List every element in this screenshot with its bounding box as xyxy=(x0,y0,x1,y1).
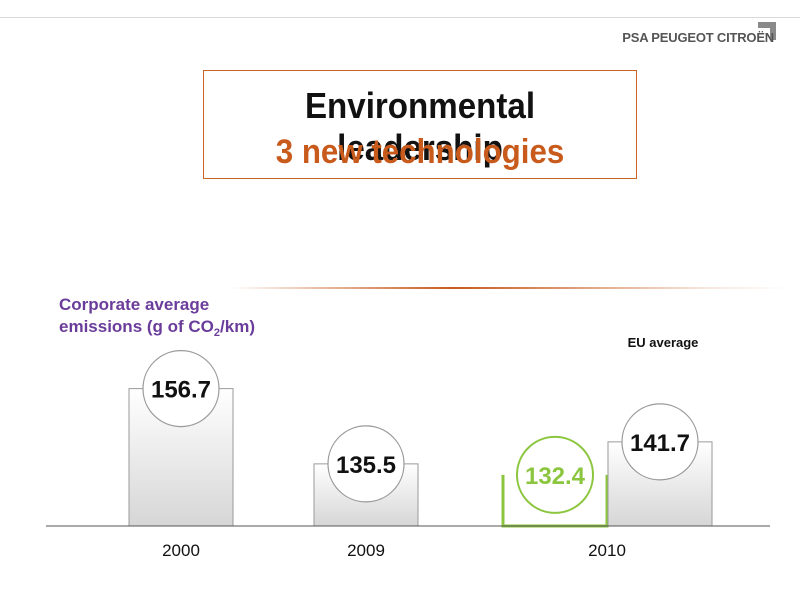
x-tick-label: 2009 xyxy=(347,541,385,560)
section-divider xyxy=(230,287,790,289)
data-label: 141.7 xyxy=(630,430,690,457)
data-label: 132.4 xyxy=(525,463,586,490)
page-subtitle: 3 new technologies xyxy=(275,133,565,171)
title-box: Environmental leadership 3 new technolog… xyxy=(203,70,637,179)
chart-title: Corporate average emissions (g of CO2/km… xyxy=(59,294,359,344)
chart-title-part-3: /km) xyxy=(220,317,256,336)
bar-2010: 132.4 xyxy=(501,435,609,528)
bar-2000: 156.7 xyxy=(128,350,234,527)
data-label: 135.5 xyxy=(336,452,396,479)
value-bubble xyxy=(327,425,405,503)
x-tick-label: 2000 xyxy=(162,541,200,560)
chart-title-part-2: emissions (g of CO xyxy=(59,317,214,336)
bar-2009: 135.5 xyxy=(313,425,419,527)
value-bubble xyxy=(621,403,699,481)
value-bubble xyxy=(516,435,594,514)
x-tick-label: 2010 xyxy=(588,541,626,560)
chart-title-subscript: 2 xyxy=(213,327,221,339)
data-label: 156.7 xyxy=(151,377,211,404)
eu-average-label: EU average xyxy=(627,335,699,350)
brand-logo-icon xyxy=(758,22,776,40)
brand-name: PSA PEUGEOT CITROËN xyxy=(622,30,774,45)
bar-2010-eu-average: 141.7 xyxy=(607,403,713,527)
chart-title-part-1: Corporate average xyxy=(59,295,210,314)
value-bubble xyxy=(142,350,220,428)
top-rule xyxy=(0,17,800,18)
page-title: Environmental leadership xyxy=(304,85,536,168)
